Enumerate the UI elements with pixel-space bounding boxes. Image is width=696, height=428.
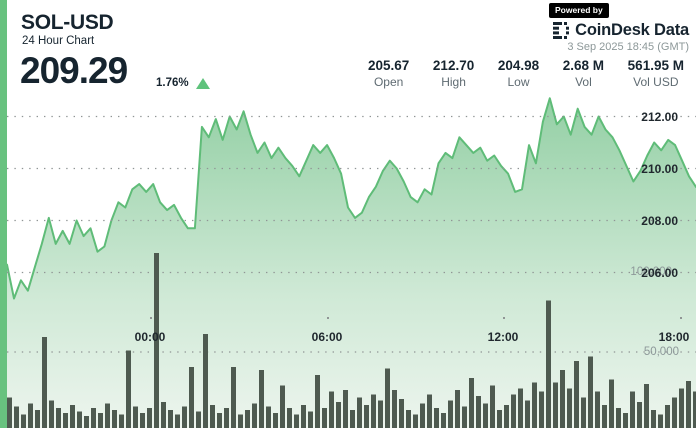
stat-open-value: 205.67 <box>368 58 410 73</box>
volume-bars <box>7 253 696 428</box>
stat-vol-usd-label: Vol USD <box>633 75 679 89</box>
coindesk-logo[interactable]: CoinDesk Data <box>553 21 689 40</box>
time-axis-label-0600: 06:00 <box>311 330 343 344</box>
volume-axis-label-100000: 100,000 <box>630 266 672 278</box>
timestamp: 3 Sep 2025 18:45 (GMT) <box>567 41 689 53</box>
left-accent-bar <box>0 0 7 428</box>
price-axis-label-208: 208.00 <box>641 214 678 228</box>
up-arrow-icon <box>195 77 210 89</box>
time-tick-dot <box>150 317 152 319</box>
time-tick-dot <box>503 317 505 319</box>
coindesk-logo-icon <box>553 22 570 39</box>
volume-axis-label-50000: 50,000 <box>643 346 679 358</box>
price-line <box>6 97 696 300</box>
stat-low-label: Low <box>507 75 530 89</box>
stat-vol-label: Vol <box>575 75 592 89</box>
price-axis-label-206: 206.00 <box>641 266 678 280</box>
stat-vol-value: 2.68 M <box>562 58 605 73</box>
stat-high-label: High <box>441 75 466 89</box>
stat-low: 204.98 Low <box>498 58 539 89</box>
price-axis-label-212: 212.00 <box>641 110 678 124</box>
stat-vol-usd: 561.95 M Vol USD <box>628 58 684 89</box>
time-tick-dot <box>327 317 329 319</box>
time-axis-label-1800: 18:00 <box>658 330 690 344</box>
stat-open: 205.67 Open <box>368 58 409 89</box>
time-tick-dot <box>680 317 682 319</box>
price-axis-label-210: 210.00 <box>641 162 678 176</box>
symbol-title: SOL-USD <box>21 11 114 34</box>
chart-subtitle: 24 Hour Chart <box>22 35 95 47</box>
price-change: 1.76% <box>156 77 210 89</box>
stat-vol: 2.68 M Vol <box>563 58 604 89</box>
stats-row: 205.67 Open 212.70 High 204.98 Low 2.68 … <box>368 58 684 89</box>
price-change-percent: 1.76% <box>156 77 189 89</box>
stat-low-value: 204.98 <box>497 58 540 73</box>
stat-high: 212.70 High <box>433 58 474 89</box>
stat-vol-usd-value: 561.95 M <box>627 58 684 73</box>
time-axis-label-1200: 12:00 <box>487 330 519 344</box>
stat-high-value: 212.70 <box>432 58 475 73</box>
stat-open-label: Open <box>373 75 404 89</box>
coindesk-logo-text: CoinDesk Data <box>575 21 689 39</box>
current-price: 209.29 <box>20 50 128 91</box>
powered-by-badge[interactable]: Powered by <box>549 3 609 18</box>
time-axis-label-0000: 00:00 <box>134 330 166 344</box>
